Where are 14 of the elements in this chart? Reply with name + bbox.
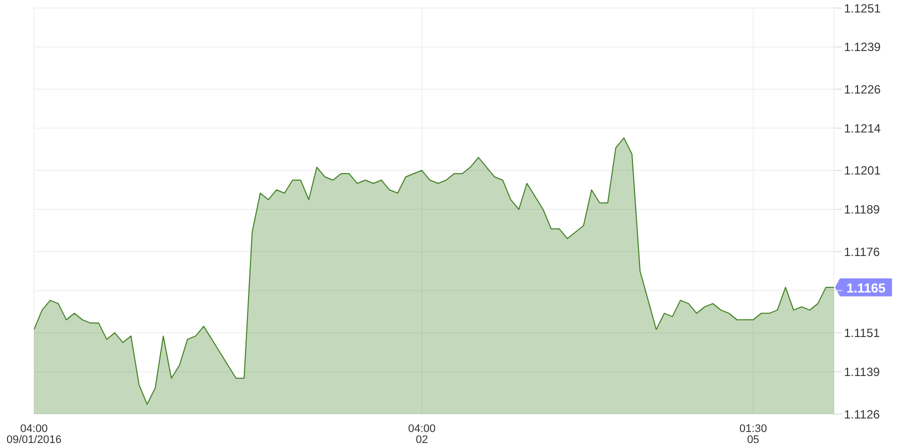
- y-tick-label: 1.1176: [844, 244, 880, 259]
- y-tick-label: 1.1251: [844, 1, 882, 16]
- y-tick-label: 1.1139: [844, 365, 880, 380]
- y-tick-label: 1.1226: [844, 82, 882, 96]
- y-tick-label: 1.1214: [844, 121, 882, 136]
- y-tick-label: 1.1126: [844, 407, 880, 422]
- x-tick-label: 04:00 02: [408, 423, 436, 446]
- x-tick-label: 04:00 09/01/2016: [6, 423, 62, 446]
- y-tick-label: 1.1239: [844, 40, 882, 54]
- x-tick-label: 01:30 05: [739, 423, 767, 446]
- text: 1.1165: [846, 280, 886, 296]
- y-tick-label: 1.1189: [844, 202, 880, 217]
- y-tick-label: 1.1201: [844, 164, 882, 178]
- y-tick-label: 1.1151: [844, 326, 880, 340]
